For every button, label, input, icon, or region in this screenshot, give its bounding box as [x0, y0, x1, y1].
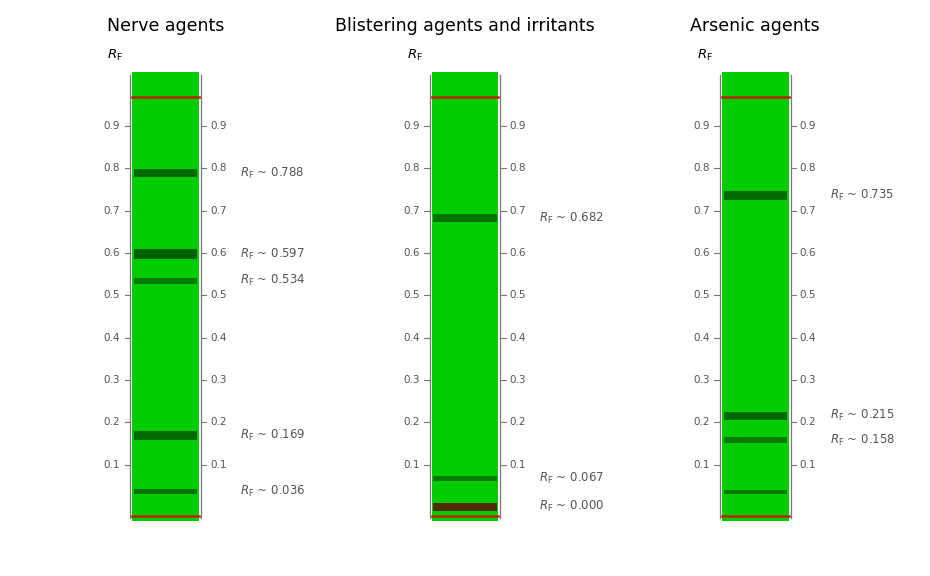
Text: $R_\mathsf{F}$ ~ 0.067: $R_\mathsf{F}$ ~ 0.067	[539, 471, 604, 486]
Text: 0.9: 0.9	[510, 121, 526, 131]
Text: 0.6: 0.6	[403, 248, 419, 258]
Text: 0.5: 0.5	[403, 290, 419, 300]
Text: 0.8: 0.8	[210, 163, 227, 173]
Text: 0.3: 0.3	[800, 375, 817, 385]
Text: 0.8: 0.8	[800, 163, 817, 173]
Text: 0.6: 0.6	[103, 248, 120, 258]
Text: 0.7: 0.7	[800, 206, 817, 215]
Text: 0.4: 0.4	[210, 332, 227, 343]
Text: $R_\mathsf{F}$ ~ 0.597: $R_\mathsf{F}$ ~ 0.597	[240, 247, 304, 262]
Bar	[134, 278, 197, 284]
Text: 0.6: 0.6	[693, 248, 710, 258]
Text: Arsenic agents: Arsenic agents	[690, 17, 820, 35]
Text: 0.7: 0.7	[693, 206, 710, 215]
Text: 0.2: 0.2	[103, 417, 120, 427]
Text: 0.8: 0.8	[510, 163, 526, 173]
Text: 0.9: 0.9	[210, 121, 227, 131]
Text: 0.7: 0.7	[210, 206, 227, 215]
Text: 0.5: 0.5	[510, 290, 526, 300]
Text: 0.4: 0.4	[403, 332, 419, 343]
Text: 0.4: 0.4	[510, 332, 526, 343]
Text: 0.3: 0.3	[103, 375, 120, 385]
Bar	[724, 490, 787, 494]
Text: 0.2: 0.2	[510, 417, 526, 427]
Text: 0.6: 0.6	[800, 248, 817, 258]
Text: 0.6: 0.6	[510, 248, 526, 258]
Text: $R_\mathsf{F}$: $R_\mathsf{F}$	[697, 48, 713, 63]
Text: $R_\mathsf{F}$ ~ 0.000: $R_\mathsf{F}$ ~ 0.000	[539, 499, 604, 514]
Bar	[724, 191, 787, 200]
Text: $R_\mathsf{F}$ ~ 0.735: $R_\mathsf{F}$ ~ 0.735	[830, 188, 894, 203]
Text: 0.1: 0.1	[510, 460, 526, 469]
Text: 0.4: 0.4	[103, 332, 120, 343]
Text: $R_\mathsf{F}$: $R_\mathsf{F}$	[406, 48, 423, 63]
Text: 0.9: 0.9	[800, 121, 817, 131]
Bar	[432, 72, 498, 521]
Bar	[724, 437, 787, 443]
Bar	[134, 489, 197, 494]
Text: 0.9: 0.9	[103, 121, 120, 131]
Text: 0.7: 0.7	[510, 206, 526, 215]
Text: 0.1: 0.1	[210, 460, 227, 469]
Text: 0.1: 0.1	[693, 460, 710, 469]
Text: 0.7: 0.7	[403, 206, 419, 215]
Text: 0.8: 0.8	[103, 163, 120, 173]
Text: 0.2: 0.2	[800, 417, 817, 427]
Text: Blistering agents and irritants: Blistering agents and irritants	[335, 17, 595, 35]
Text: 0.4: 0.4	[800, 332, 817, 343]
Text: $R_\mathsf{F}$ ~ 0.788: $R_\mathsf{F}$ ~ 0.788	[240, 166, 304, 181]
Text: 0.3: 0.3	[403, 375, 419, 385]
Bar	[433, 503, 497, 511]
Text: $R_\mathsf{F}$ ~ 0.158: $R_\mathsf{F}$ ~ 0.158	[830, 433, 895, 448]
Text: 0.9: 0.9	[693, 121, 710, 131]
Text: 0.3: 0.3	[693, 375, 710, 385]
Bar	[132, 72, 199, 521]
Text: 0.5: 0.5	[210, 290, 227, 300]
Text: 0.2: 0.2	[210, 417, 227, 427]
Text: 0.1: 0.1	[403, 460, 419, 469]
Text: 0.8: 0.8	[403, 163, 419, 173]
Text: 0.5: 0.5	[693, 290, 710, 300]
Text: $R_\mathsf{F}$ ~ 0.534: $R_\mathsf{F}$ ~ 0.534	[240, 273, 306, 289]
Text: $R_\mathsf{F}$ ~ 0.036: $R_\mathsf{F}$ ~ 0.036	[240, 484, 305, 499]
Text: 0.6: 0.6	[210, 248, 227, 258]
Text: 0.3: 0.3	[510, 375, 526, 385]
Text: $R_\mathsf{F}$ ~ 0.215: $R_\mathsf{F}$ ~ 0.215	[830, 408, 894, 423]
Bar	[134, 431, 197, 439]
Bar	[722, 72, 789, 521]
Text: Nerve agents: Nerve agents	[107, 17, 224, 35]
Text: 0.5: 0.5	[800, 290, 817, 300]
Text: 0.1: 0.1	[800, 460, 817, 469]
Text: 0.1: 0.1	[103, 460, 120, 469]
Text: 0.7: 0.7	[103, 206, 120, 215]
Text: $R_\mathsf{F}$ ~ 0.169: $R_\mathsf{F}$ ~ 0.169	[240, 428, 305, 443]
Text: $R_\mathsf{F}$: $R_\mathsf{F}$	[107, 48, 124, 63]
Text: 0.2: 0.2	[693, 417, 710, 427]
Bar	[134, 249, 197, 259]
Bar	[134, 169, 197, 177]
Text: 0.4: 0.4	[693, 332, 710, 343]
Text: 0.5: 0.5	[103, 290, 120, 300]
Text: 0.3: 0.3	[210, 375, 227, 385]
Text: 0.9: 0.9	[403, 121, 419, 131]
Bar	[724, 412, 787, 420]
Bar	[433, 476, 497, 482]
Text: 0.2: 0.2	[403, 417, 419, 427]
Text: $R_\mathsf{F}$ ~ 0.682: $R_\mathsf{F}$ ~ 0.682	[539, 211, 604, 226]
Text: 0.8: 0.8	[693, 163, 710, 173]
Bar	[433, 214, 497, 222]
